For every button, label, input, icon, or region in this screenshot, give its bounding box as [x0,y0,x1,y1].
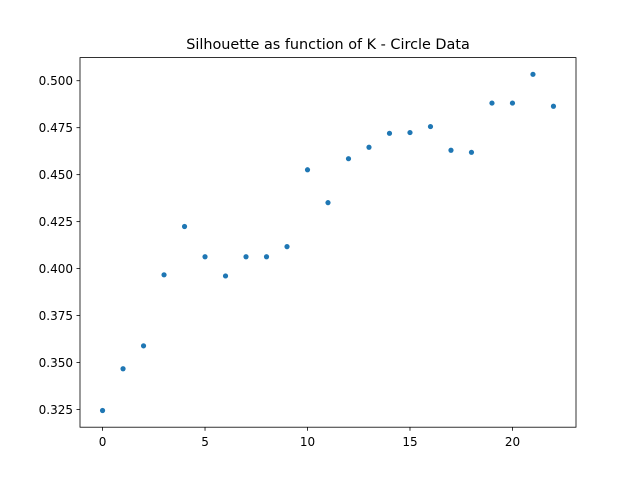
data-point [263,254,270,260]
x-tick-label: 5 [201,435,209,449]
x-tick-label: 15 [402,435,417,449]
data-point [304,167,311,173]
data-point [550,103,557,109]
ticks-layer: 0 5 10 15 20 0.325 0.350 0.375 0.400 0.425 0.450 0.… [39,74,520,449]
data-point [243,254,249,260]
data-point [140,343,147,349]
data-point [366,144,372,150]
y-tick-label: 0.375 [39,309,73,323]
data-point [202,254,208,260]
data-point [181,223,188,230]
x-tick-label: 10 [300,435,315,449]
data-point [448,147,454,153]
data-point [161,272,167,278]
data-point [284,244,290,250]
y-tick-label: 0.475 [39,121,73,135]
chart-title: Silhouette as function of K - Circle Dat… [186,37,470,53]
y-tick-label: 0.325 [39,403,73,417]
data-point [99,407,106,414]
data-point [468,149,475,155]
data-point [427,123,434,130]
data-point [386,130,393,136]
axes-frame [79,57,577,428]
data-point [489,100,495,106]
x-tick-label: 20 [505,435,520,449]
data-point [120,366,126,372]
points-layer [99,71,557,414]
x-tick-label: 0 [99,435,107,449]
data-point [509,100,516,106]
y-tick-label: 0.500 [39,74,73,88]
y-tick-label: 0.450 [39,168,73,182]
y-tick-label: 0.425 [39,215,73,229]
y-tick-label: 0.400 [39,262,73,276]
data-point [407,129,413,136]
data-point [345,156,352,162]
y-tick-label: 0.350 [39,356,73,370]
data-point [222,273,229,279]
data-point [325,200,331,206]
data-point [530,71,536,77]
